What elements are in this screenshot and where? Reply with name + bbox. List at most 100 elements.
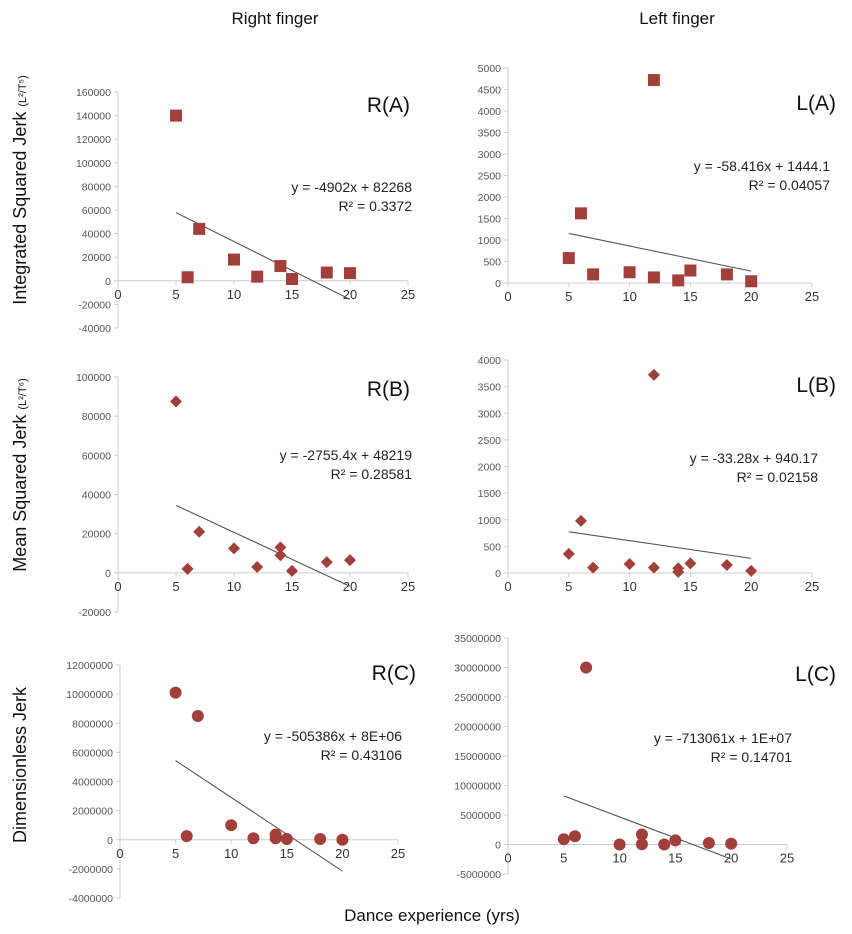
x-tick-label: 20 <box>335 846 349 861</box>
data-point <box>247 832 260 845</box>
x-tick-label: 5 <box>172 846 179 861</box>
y-tick-label: 2000 <box>478 192 502 204</box>
x-tick-label: 10 <box>224 846 238 861</box>
x-tick-label: 10 <box>227 579 241 594</box>
data-point <box>269 832 282 845</box>
x-tick-label: 0 <box>114 579 121 594</box>
y-tick-label: 6000000 <box>72 747 113 759</box>
r-squared: R² = 0.14701 <box>711 749 793 765</box>
data-point <box>314 833 327 846</box>
y-tick-label: 80000 <box>82 181 111 193</box>
y-tick-label: 1000 <box>478 235 502 247</box>
x-tick-label: 5 <box>565 579 572 594</box>
trendline-equation: y = -505386x + 8E+06 <box>264 728 402 744</box>
x-tick-label: 25 <box>805 579 819 594</box>
r-squared: R² = 0.3372 <box>338 198 412 214</box>
trendline <box>175 760 343 872</box>
x-tick-label: 20 <box>343 579 357 594</box>
x-tick-label: 20 <box>744 289 758 304</box>
y-tick-label: -20000 <box>78 299 111 311</box>
data-point <box>228 542 240 555</box>
x-tick-label: 20 <box>744 579 758 594</box>
data-point <box>568 830 581 843</box>
x-tick-label: 25 <box>391 846 405 861</box>
data-point <box>169 686 182 699</box>
data-point <box>635 828 648 841</box>
y-axis-label-row3: Dimensionless Jerk <box>10 686 30 843</box>
data-point <box>613 838 626 851</box>
y-tick-label: 1000 <box>478 515 502 527</box>
x-tick-label: 20 <box>343 287 357 302</box>
trendline-equation: y = -4902x + 82268 <box>291 179 412 195</box>
data-point <box>658 838 671 851</box>
y-tick-label: 2500 <box>478 435 502 447</box>
y-tick-label: 3000 <box>478 408 502 420</box>
y-tick-label: -20000 <box>78 607 111 619</box>
data-point <box>672 274 685 287</box>
x-tick-label: 15 <box>668 851 682 866</box>
panel-label: R(A) <box>367 94 410 117</box>
y-tick-label: 2000000 <box>72 806 113 818</box>
x-tick-label: 10 <box>612 851 626 866</box>
x-tick-label: 25 <box>780 851 794 866</box>
x-tick-label: 0 <box>504 851 511 866</box>
data-point <box>280 833 293 846</box>
x-tick-label: 10 <box>227 287 241 302</box>
scatter-panel-R(C): -4000000-2000000020000004000000600000080… <box>66 660 416 905</box>
y-tick-label: -5000000 <box>457 869 502 881</box>
y-tick-label: 5000 <box>478 63 502 75</box>
data-point <box>180 830 193 843</box>
data-point <box>623 266 636 279</box>
data-point <box>635 838 648 851</box>
y-tick-label: 0 <box>495 278 501 290</box>
y-tick-label: 3500 <box>478 382 502 394</box>
data-point <box>193 525 206 538</box>
y-tick-label: 30000000 <box>454 663 501 675</box>
y-tick-label: 3000 <box>478 149 502 161</box>
y-tick-label: 20000 <box>82 252 111 264</box>
data-point <box>193 222 206 235</box>
x-tick-label: 5 <box>560 851 567 866</box>
y-tick-label: 100000 <box>76 158 111 170</box>
y-tick-label: 0 <box>105 276 111 288</box>
trendline-equation: y = -58.416x + 1444.1 <box>694 158 830 174</box>
data-point <box>647 561 660 574</box>
data-point <box>720 268 733 281</box>
y-tick-label: -4000000 <box>69 893 114 905</box>
data-point <box>562 547 575 560</box>
data-point <box>191 709 204 722</box>
trendline <box>568 531 752 559</box>
data-point <box>587 268 600 281</box>
data-point <box>181 271 194 284</box>
x-tick-label: 15 <box>683 289 697 304</box>
y-tick-label: 0 <box>107 835 113 847</box>
trendline-equation: y = -33.28x + 940.17 <box>690 450 819 466</box>
y-tick-label: 4000 <box>478 106 502 118</box>
y-tick-label: 25000000 <box>454 692 501 704</box>
x-tick-label: 25 <box>401 287 415 302</box>
data-point <box>251 560 264 573</box>
y-tick-label: 2000 <box>478 462 502 474</box>
data-point <box>170 395 182 408</box>
y-tick-label: 20000 <box>82 529 111 541</box>
data-point <box>684 557 697 570</box>
y-tick-label: 4000 <box>478 355 502 367</box>
y-axis-label-row2: Mean Squared Jerk (L²/T⁶) <box>10 378 30 572</box>
y-tick-label: 140000 <box>76 111 111 123</box>
y-tick-label: 160000 <box>76 87 111 99</box>
column-title-left: Left finger <box>639 9 715 28</box>
data-point <box>274 541 287 554</box>
y-tick-label: 4000000 <box>72 777 113 789</box>
data-point <box>286 273 298 286</box>
y-tick-label: 10000000 <box>66 689 113 701</box>
data-point <box>669 834 682 847</box>
trendline <box>563 795 732 860</box>
x-tick-label: 10 <box>622 579 636 594</box>
y-tick-label: 3500 <box>478 128 502 140</box>
data-point <box>274 260 287 273</box>
y-tick-label: 2500 <box>478 171 502 183</box>
y-tick-label: 12000000 <box>66 660 113 672</box>
y-tick-label: 40000 <box>82 229 111 241</box>
data-point <box>274 549 287 562</box>
